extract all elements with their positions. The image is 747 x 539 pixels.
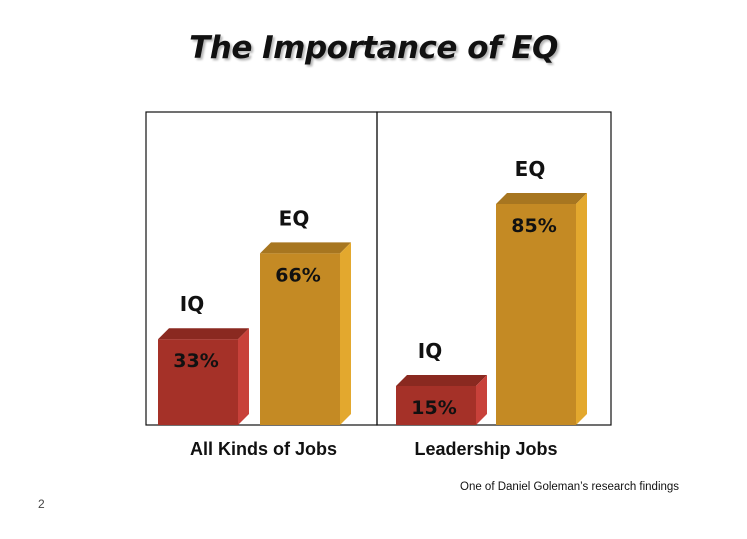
iq-value-label: 33% bbox=[173, 350, 218, 372]
iq-series-label: IQ bbox=[418, 339, 442, 363]
source-note: One of Daniel Goleman’s research finding… bbox=[460, 481, 680, 493]
iq-bar-all-jobs bbox=[158, 339, 238, 425]
category-label: Leadership Jobs bbox=[414, 439, 557, 459]
iq-series-label: IQ bbox=[180, 292, 204, 316]
iq-bar-leadership-side bbox=[476, 375, 487, 425]
eq-series-label: EQ bbox=[279, 206, 310, 230]
iq-bar-all-jobs-side bbox=[238, 328, 249, 425]
panel-frame bbox=[376, 111, 612, 426]
eq-bar-leadership-top bbox=[496, 193, 587, 204]
eq-value-label: 66% bbox=[275, 264, 320, 286]
eq-bar-leadership-side bbox=[576, 193, 587, 425]
eq-value-label: 85% bbox=[511, 215, 556, 237]
iq-bar-all-jobs-top bbox=[158, 328, 249, 340]
eq-bar-all-jobs-side bbox=[340, 242, 351, 425]
iq-value-label: 15% bbox=[411, 397, 456, 419]
iq-bar-leadership bbox=[396, 386, 476, 425]
eq-bar-all-jobs-top bbox=[260, 242, 351, 254]
category-label: All Kinds of Jobs bbox=[190, 439, 337, 459]
eq-bar-leadership bbox=[496, 204, 576, 425]
page-number: 2 bbox=[38, 497, 45, 511]
eq-series-label: EQ bbox=[515, 157, 546, 181]
eq-bar-all-jobs bbox=[260, 253, 340, 425]
slide-title: The Importance of EQ bbox=[189, 30, 558, 66]
iq-bar-leadership-top bbox=[396, 375, 487, 386]
